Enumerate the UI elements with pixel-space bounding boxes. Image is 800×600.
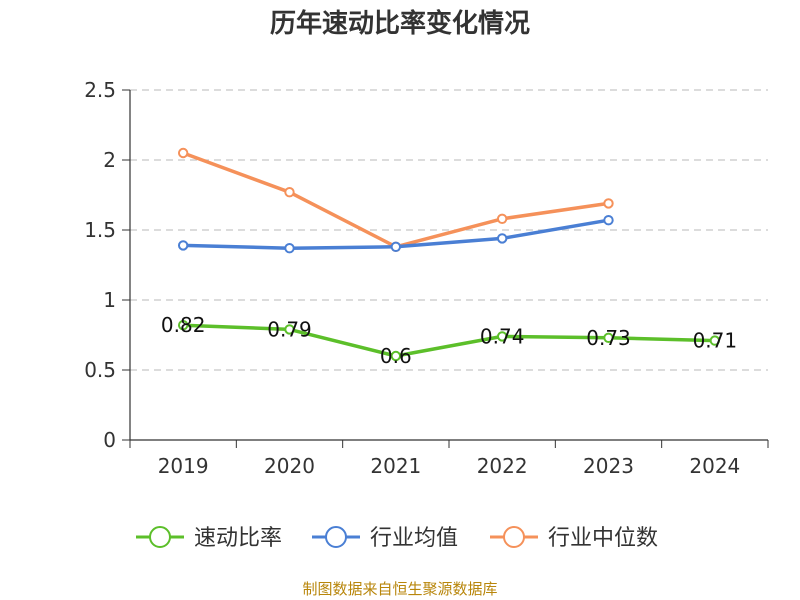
grid-lines: [130, 89, 768, 371]
data-point[interactable]: [603, 198, 614, 209]
x-tick-label: 2019: [158, 454, 209, 478]
x-tick-label: 2020: [264, 454, 315, 478]
y-tick-label: 2: [103, 148, 116, 172]
data-label: 0.73: [586, 326, 631, 350]
data-labels: 0.82 0.79 0.6 0.74 0.73 0.71: [161, 313, 737, 368]
y-tick-label: 0: [103, 428, 116, 452]
legend-label: 行业均值: [370, 526, 458, 551]
data-point[interactable]: [496, 213, 508, 225]
data-point[interactable]: [284, 187, 295, 198]
data-point[interactable]: [496, 331, 508, 342]
legend-marker: [149, 526, 171, 548]
legend[interactable]: 速动比率 行业均值 行业中位数: [136, 526, 658, 551]
data-label: 0.82: [161, 313, 206, 337]
data-point[interactable]: [177, 240, 189, 251]
legend-marker: [325, 526, 347, 548]
x-tick-label: 2024: [689, 454, 740, 478]
data-point[interactable]: [390, 241, 402, 253]
y-tick-label: 2.5: [84, 78, 116, 102]
y-tick-label: 1.5: [84, 218, 116, 242]
data-point[interactable]: [603, 215, 614, 226]
data-label: 0.79: [267, 317, 312, 341]
data-label: 0.74: [480, 324, 525, 348]
legend-marker: [503, 526, 525, 548]
series-layer: [177, 147, 721, 362]
legend-item[interactable]: 速动比率: [136, 526, 282, 551]
data-point[interactable]: [177, 320, 189, 331]
data-point[interactable]: [709, 335, 721, 346]
x-tick-label: 2021: [370, 454, 421, 478]
data-label: 0.71: [693, 329, 738, 353]
x-tick-label: 2023: [583, 454, 634, 478]
data-point[interactable]: [284, 324, 295, 335]
legend-label: 行业中位数: [548, 526, 658, 551]
axes: 0 0.5 1 1.5 2 2.5 2019 2020 2021 2022 2023 2024: [84, 78, 769, 478]
x-tick-label: 2022: [477, 454, 528, 478]
legend-item[interactable]: 行业均值: [312, 526, 458, 551]
data-point[interactable]: [603, 332, 614, 343]
chart-title: 历年速动比率变化情况: [270, 8, 530, 39]
y-tick-label: 0.5: [84, 358, 116, 382]
legend-label: 速动比率: [194, 526, 282, 551]
legend-item[interactable]: 行业中位数: [490, 526, 658, 551]
series-line: [181, 323, 717, 358]
data-point[interactable]: [177, 147, 189, 159]
data-label: 0.6: [380, 344, 412, 368]
y-tick-label: 1: [103, 288, 116, 312]
data-point[interactable]: [284, 243, 295, 254]
source-note: 制图数据来自恒生聚源数据库: [302, 580, 497, 598]
data-point[interactable]: [496, 233, 508, 244]
data-point[interactable]: [390, 350, 402, 362]
